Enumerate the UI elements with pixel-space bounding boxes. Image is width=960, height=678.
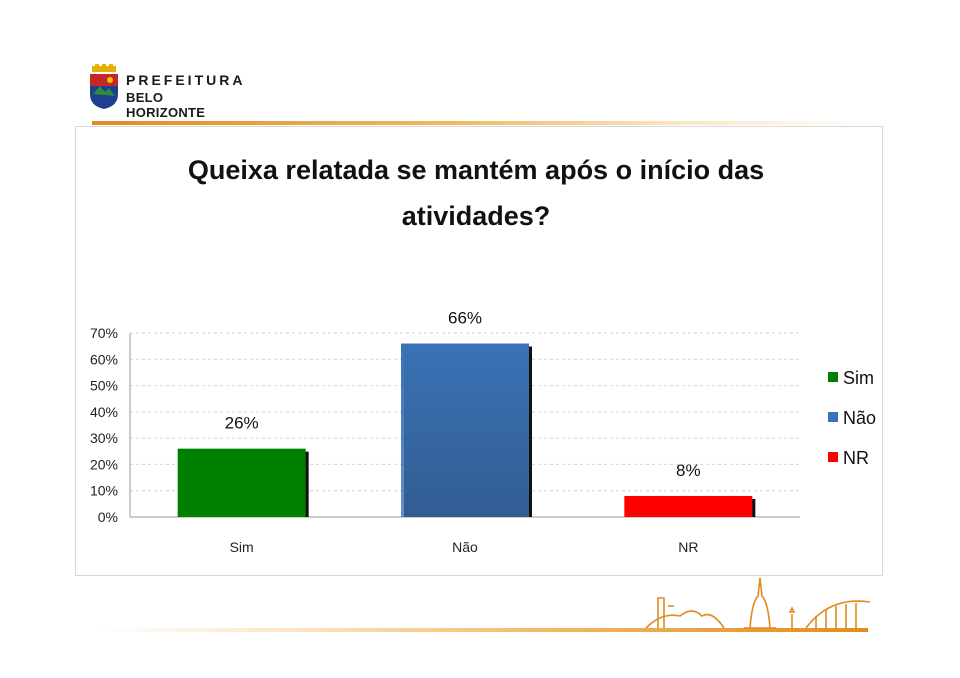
bar-chart: 0% 10% 20% 30% 40% 50% 60% 70% 26% Sim 66% Não 8% NR S… xyxy=(90,309,876,555)
coat-of-arms-icon xyxy=(90,64,118,109)
prefeitura-logo: PREFEITURA BELO HORIZONTE xyxy=(86,64,246,120)
y-tick-label: 70% xyxy=(90,325,118,341)
footer-divider xyxy=(96,628,868,632)
data-label: 8% xyxy=(676,461,701,480)
bar-nr xyxy=(624,495,753,517)
y-tick-label: 0% xyxy=(98,509,118,525)
y-tick-label: 30% xyxy=(90,430,118,446)
data-label: 66% xyxy=(448,309,482,328)
header-divider xyxy=(92,121,882,125)
logo-line2: BELO HORIZONTE xyxy=(126,90,206,120)
bar-sim xyxy=(177,448,306,517)
y-tick-label: 50% xyxy=(90,378,118,394)
chart-title-line-2: atividades? xyxy=(401,201,551,231)
x-tick-label: Sim xyxy=(230,539,254,555)
y-tick-label: 10% xyxy=(90,483,118,499)
x-tick-label: Não xyxy=(452,539,478,555)
data-label: 26% xyxy=(225,414,259,433)
legend-swatch xyxy=(828,372,838,382)
chart-panel: Queixa relatada se mantém após o início … xyxy=(75,126,883,576)
bar-não xyxy=(401,343,529,517)
y-tick-label: 20% xyxy=(90,456,118,472)
y-tick-label: 40% xyxy=(90,404,118,420)
legend-label: Não xyxy=(843,408,876,428)
chart-title: Queixa relatada se mantém após o início … xyxy=(76,147,876,239)
logo-line1: PREFEITURA xyxy=(126,72,246,88)
city-skyline-icon xyxy=(645,577,871,629)
y-tick-label: 60% xyxy=(90,351,118,367)
legend-swatch xyxy=(828,412,838,422)
legend-label: Sim xyxy=(843,368,874,388)
legend-label: NR xyxy=(843,448,869,468)
x-tick-label: NR xyxy=(678,539,698,555)
legend-swatch xyxy=(828,452,838,462)
chart-title-line-1: Queixa relatada se mantém após o início … xyxy=(187,155,765,185)
